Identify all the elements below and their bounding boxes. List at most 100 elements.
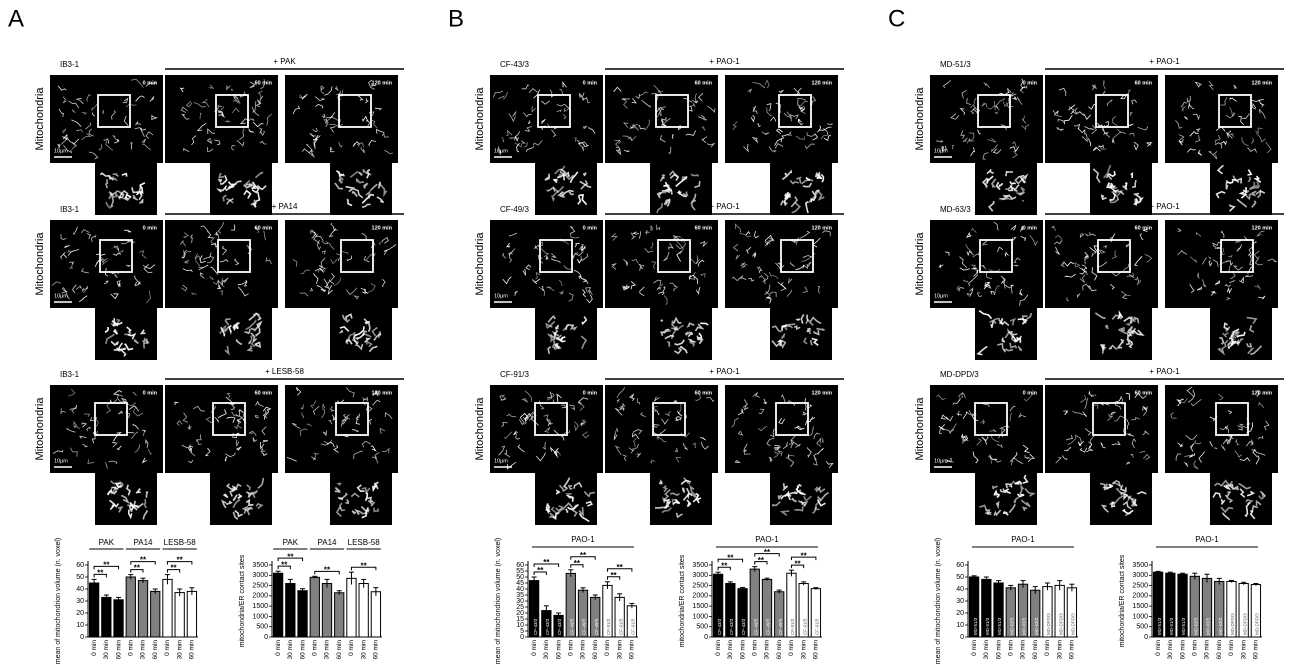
treatment-label: + LESB-58 xyxy=(265,367,304,376)
y-tick-label: 500 xyxy=(1136,624,1148,631)
scale-label: 10μm xyxy=(54,293,68,299)
y-tick-label: 45 xyxy=(516,580,524,587)
x-tick-label: 0 min xyxy=(531,640,538,656)
chart-title: PAO-1 xyxy=(1011,535,1035,544)
bar xyxy=(298,591,307,637)
y-tick-label: 2000 xyxy=(1132,593,1148,600)
scale-label: 10μm xyxy=(934,458,948,464)
bar-group-label: MD-63/3 xyxy=(1009,617,1014,635)
inset xyxy=(650,473,712,525)
bar-group-label: MD-51/3 xyxy=(1181,617,1186,635)
x-tick-label: 0 min xyxy=(567,640,574,656)
inset xyxy=(650,308,712,360)
group-label: PAK xyxy=(99,538,115,547)
y-tick-label: 35 xyxy=(516,592,524,599)
y-tick-label: 0 xyxy=(520,634,524,641)
inset xyxy=(650,163,712,215)
cell-line-label: CF-49/3 xyxy=(500,205,529,214)
x-tick-label: 30 min xyxy=(1167,640,1174,660)
time-label: 0 min xyxy=(143,80,158,86)
bar-group-label: MD-63/3 xyxy=(1034,617,1039,635)
mitochondrion xyxy=(1135,199,1136,203)
scale-label: 10μm xyxy=(934,148,948,154)
x-tick-label: 30 min xyxy=(764,640,771,660)
cell-line-label: CF-91/3 xyxy=(500,370,529,379)
significance-label: ** xyxy=(177,556,184,565)
row-ylabel: Mitochondria xyxy=(474,397,486,461)
bar-group-label: CF-49/3 xyxy=(569,618,574,635)
bar xyxy=(335,593,344,637)
y-tick-label: 40 xyxy=(516,586,524,593)
bar-group-label: CF-91/3 xyxy=(631,618,636,635)
x-tick-label: 30 min xyxy=(176,640,183,660)
y-tick-label: 1500 xyxy=(252,603,268,610)
significance-label: ** xyxy=(537,566,544,575)
row-ylabel: Mitochondria xyxy=(34,397,46,461)
x-tick-label: 0 min xyxy=(604,640,611,656)
y-tick-label: 0 xyxy=(80,634,84,641)
time-label: 120 min xyxy=(812,80,833,86)
significance-label: ** xyxy=(134,564,141,573)
significance-label: ** xyxy=(103,561,110,570)
row-ylabel: Mitochondria xyxy=(914,232,926,296)
x-tick-label: 60 min xyxy=(592,640,599,660)
y-tick-label: 60 xyxy=(76,562,84,569)
x-tick-label: 0 min xyxy=(788,640,795,656)
time-label: 0 min xyxy=(583,390,598,396)
row-ylabel: Mitochondria xyxy=(34,87,46,151)
y-tick-label: 2500 xyxy=(252,582,268,589)
time-label: 0 min xyxy=(1023,390,1038,396)
y-tick-label: 1000 xyxy=(1132,613,1148,620)
inset xyxy=(535,308,597,360)
y-axis-label: mitochondria/ER contact sites xyxy=(1119,554,1126,647)
x-tick-label: 30 min xyxy=(140,640,147,660)
bar-group-label: MD-63/3 xyxy=(1206,617,1211,635)
significance-label: ** xyxy=(361,561,368,570)
x-tick-label: 30 min xyxy=(360,640,367,660)
bar-group-label: MD-DPD/3 xyxy=(1242,613,1247,635)
bar-group-label: MD-51/3 xyxy=(997,617,1002,635)
x-tick-label: 0 min xyxy=(348,640,355,656)
inset xyxy=(535,163,597,215)
x-tick-label: 30 min xyxy=(1020,640,1027,660)
y-tick-label: 10 xyxy=(516,622,524,629)
treatment-label: + PAO-1 xyxy=(709,202,740,211)
mitochondrion xyxy=(1023,200,1024,201)
y-axis-label: mean of mitochondrion volume (n. voxel) xyxy=(495,538,502,664)
x-tick-label: 60 min xyxy=(115,640,122,660)
bar-group-label: MD-DPD/3 xyxy=(1230,613,1235,635)
cell-line-label: MD-63/3 xyxy=(940,205,971,214)
y-tick-label: 3500 xyxy=(252,562,268,569)
y-tick-label: 1000 xyxy=(692,613,708,620)
bar xyxy=(322,584,331,637)
row-ylabel: Mitochondria xyxy=(34,232,46,296)
bar-group-label: MD-DPD/3 xyxy=(1046,613,1051,635)
x-tick-label: 30 min xyxy=(616,640,623,660)
significance-label: ** xyxy=(758,556,765,565)
y-tick-label: 3000 xyxy=(692,572,708,579)
time-label: 60 min xyxy=(255,390,273,396)
y-tick-label: 2000 xyxy=(252,593,268,600)
bar xyxy=(89,583,98,637)
y-tick-label: 50 xyxy=(516,574,524,581)
bar-group-label: CF-43/3 xyxy=(545,618,550,635)
cell-line-label: IB3-1 xyxy=(60,60,80,69)
y-tick-label: 500 xyxy=(256,624,268,631)
x-tick-label: 0 min xyxy=(1007,640,1014,656)
scale-label: 10μm xyxy=(934,293,948,299)
micrograph xyxy=(725,385,838,473)
bar-group-label: MD-51/3 xyxy=(1169,617,1174,635)
time-label: 120 min xyxy=(812,225,833,231)
x-tick-label: 30 min xyxy=(103,640,110,660)
x-tick-label: 30 min xyxy=(727,640,734,660)
scale-label: 10μm xyxy=(494,458,508,464)
scale-label: 10μm xyxy=(494,148,508,154)
row-ylabel: Mitochondria xyxy=(914,87,926,151)
significance-label: ** xyxy=(287,552,294,561)
micrograph xyxy=(165,385,278,473)
treatment-label: + PAO-1 xyxy=(709,367,740,376)
time-label: 60 min xyxy=(1135,225,1153,231)
y-tick-label: 30 xyxy=(516,598,524,605)
x-tick-label: 0 min xyxy=(91,640,98,656)
x-tick-label: 60 min xyxy=(555,640,562,660)
